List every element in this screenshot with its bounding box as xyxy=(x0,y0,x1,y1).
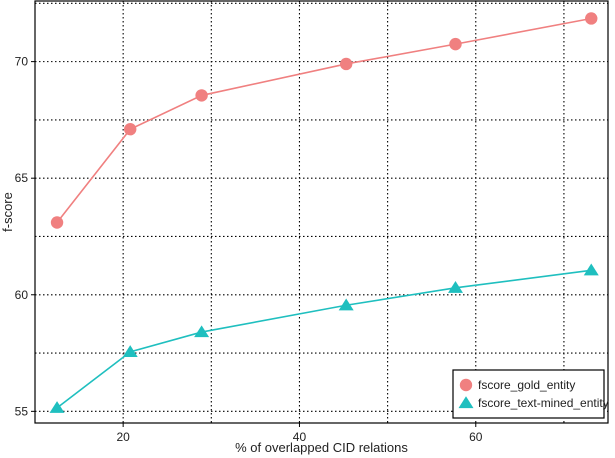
data-point-text-mined xyxy=(49,401,65,413)
data-point-gold xyxy=(124,123,137,136)
x-tick-label: 40 xyxy=(293,430,307,444)
data-point-gold xyxy=(50,216,64,229)
y-tick-label: 70 xyxy=(15,55,29,69)
series-line-text-mined xyxy=(56,269,592,409)
data-point-gold xyxy=(339,57,353,71)
data-point-text-mined xyxy=(194,325,210,338)
legend-marker-gold xyxy=(459,378,473,392)
data-point-text-mined xyxy=(447,281,463,293)
x-tick-label: 60 xyxy=(469,430,483,444)
legend-label-gold: fscore_gold_entity xyxy=(478,378,575,392)
x-tick-label: 20 xyxy=(116,430,130,444)
series-layer xyxy=(49,12,599,413)
data-point-gold xyxy=(585,12,598,25)
y-tick-label: 55 xyxy=(15,404,29,418)
data-point-gold xyxy=(449,37,462,51)
series-text-mined xyxy=(49,263,599,413)
data-point-text-mined xyxy=(583,263,599,276)
legend: fscore_gold_entity fscore_text-mined_ent… xyxy=(452,369,609,419)
legend-box xyxy=(452,369,605,419)
y-tick-label: 60 xyxy=(15,288,29,302)
y-axis-title: f-score xyxy=(0,192,15,232)
axes: 20 40 60 55 60 65 70 xyxy=(15,55,483,444)
y-tick-label: 65 xyxy=(15,171,29,185)
series-gold xyxy=(50,12,598,229)
legend-label-text-mined: fscore_text-mined_entity xyxy=(478,396,609,410)
legend-marker-text-mined xyxy=(458,396,474,409)
series-line-gold xyxy=(56,17,592,223)
data-point-gold xyxy=(195,89,208,102)
data-point-text-mined xyxy=(338,298,354,311)
x-axis-title: % of overlapped CID relations xyxy=(235,440,408,455)
plot-frame xyxy=(34,0,609,424)
data-point-text-mined xyxy=(122,345,138,357)
